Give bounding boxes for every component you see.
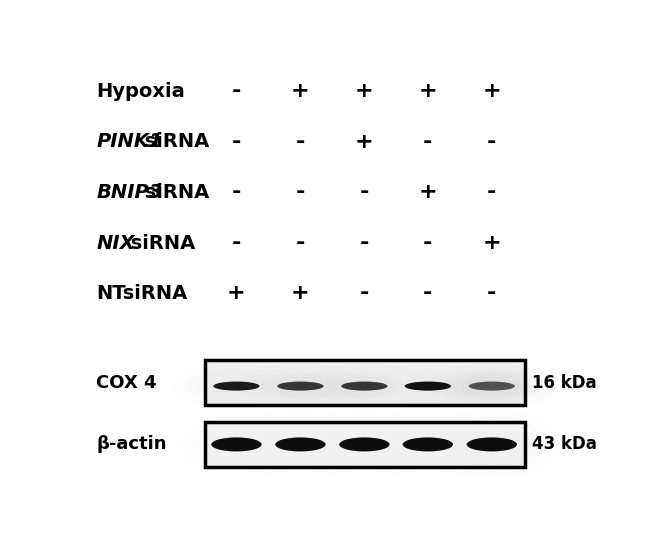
Text: +: + — [419, 182, 437, 202]
Ellipse shape — [334, 376, 395, 397]
Text: siRNA: siRNA — [124, 234, 195, 252]
Bar — [205, 422, 525, 467]
Text: +: + — [482, 233, 501, 253]
Text: +: + — [482, 81, 501, 101]
Ellipse shape — [427, 363, 556, 409]
Ellipse shape — [181, 416, 292, 472]
Ellipse shape — [250, 368, 352, 404]
Ellipse shape — [377, 368, 479, 404]
Ellipse shape — [172, 363, 302, 409]
Ellipse shape — [235, 363, 365, 409]
Ellipse shape — [166, 409, 307, 480]
Text: NT: NT — [96, 284, 126, 303]
Ellipse shape — [441, 368, 543, 404]
Text: COX 4: COX 4 — [96, 374, 157, 391]
Bar — [205, 360, 525, 405]
Text: -: - — [487, 182, 497, 202]
Ellipse shape — [268, 428, 333, 461]
Text: +: + — [291, 284, 309, 303]
Text: -: - — [423, 233, 432, 253]
Text: -: - — [359, 284, 369, 303]
Text: Hypoxia: Hypoxia — [96, 81, 185, 101]
Ellipse shape — [467, 437, 517, 451]
Text: -: - — [296, 233, 305, 253]
Bar — [205, 422, 525, 467]
Ellipse shape — [194, 423, 280, 466]
Text: β-actin: β-actin — [96, 435, 167, 453]
Ellipse shape — [211, 437, 261, 451]
Ellipse shape — [203, 428, 269, 461]
Ellipse shape — [270, 376, 330, 397]
Ellipse shape — [300, 363, 429, 409]
Ellipse shape — [385, 423, 471, 466]
Ellipse shape — [405, 382, 451, 391]
Ellipse shape — [332, 428, 397, 461]
Ellipse shape — [322, 423, 407, 466]
Ellipse shape — [395, 428, 461, 461]
Text: -: - — [359, 233, 369, 253]
Text: +: + — [355, 132, 374, 152]
Ellipse shape — [449, 423, 534, 466]
Text: -: - — [231, 182, 241, 202]
Text: siRNA: siRNA — [116, 284, 187, 303]
Text: -: - — [423, 284, 432, 303]
Text: 43 kDa: 43 kDa — [532, 435, 597, 453]
Ellipse shape — [245, 416, 356, 472]
Ellipse shape — [339, 437, 389, 451]
Text: +: + — [355, 81, 374, 101]
Text: siRNA: siRNA — [138, 132, 209, 151]
Ellipse shape — [469, 382, 515, 391]
Ellipse shape — [294, 409, 435, 480]
Text: -: - — [231, 81, 241, 101]
Ellipse shape — [452, 372, 531, 400]
Ellipse shape — [325, 372, 404, 400]
Ellipse shape — [341, 382, 387, 391]
Text: -: - — [423, 132, 432, 152]
Ellipse shape — [421, 409, 562, 480]
Ellipse shape — [459, 428, 525, 461]
Text: -: - — [296, 182, 305, 202]
Ellipse shape — [206, 376, 266, 397]
Ellipse shape — [398, 376, 458, 397]
Ellipse shape — [389, 372, 467, 400]
Ellipse shape — [213, 382, 259, 391]
Ellipse shape — [372, 416, 483, 472]
Ellipse shape — [257, 423, 343, 466]
Ellipse shape — [402, 437, 453, 451]
Text: -: - — [231, 233, 241, 253]
Text: PINK1: PINK1 — [96, 132, 163, 151]
Text: siRNA: siRNA — [138, 183, 209, 202]
Ellipse shape — [185, 368, 287, 404]
Ellipse shape — [197, 372, 276, 400]
Ellipse shape — [277, 382, 324, 391]
Text: -: - — [487, 284, 497, 303]
Text: -: - — [359, 182, 369, 202]
Text: BNIP3: BNIP3 — [96, 183, 162, 202]
Text: +: + — [419, 81, 437, 101]
Ellipse shape — [309, 416, 420, 472]
Bar — [205, 360, 525, 405]
Text: +: + — [227, 284, 246, 303]
Text: NIX: NIX — [96, 234, 135, 252]
Ellipse shape — [363, 363, 493, 409]
Text: 16 kDa: 16 kDa — [532, 374, 597, 391]
Ellipse shape — [230, 409, 371, 480]
Ellipse shape — [436, 416, 547, 472]
Ellipse shape — [462, 376, 522, 397]
Ellipse shape — [261, 372, 340, 400]
Ellipse shape — [358, 409, 499, 480]
Text: -: - — [296, 132, 305, 152]
Ellipse shape — [275, 437, 326, 451]
Ellipse shape — [313, 368, 415, 404]
Text: -: - — [487, 132, 497, 152]
Text: -: - — [231, 132, 241, 152]
Text: +: + — [291, 81, 309, 101]
